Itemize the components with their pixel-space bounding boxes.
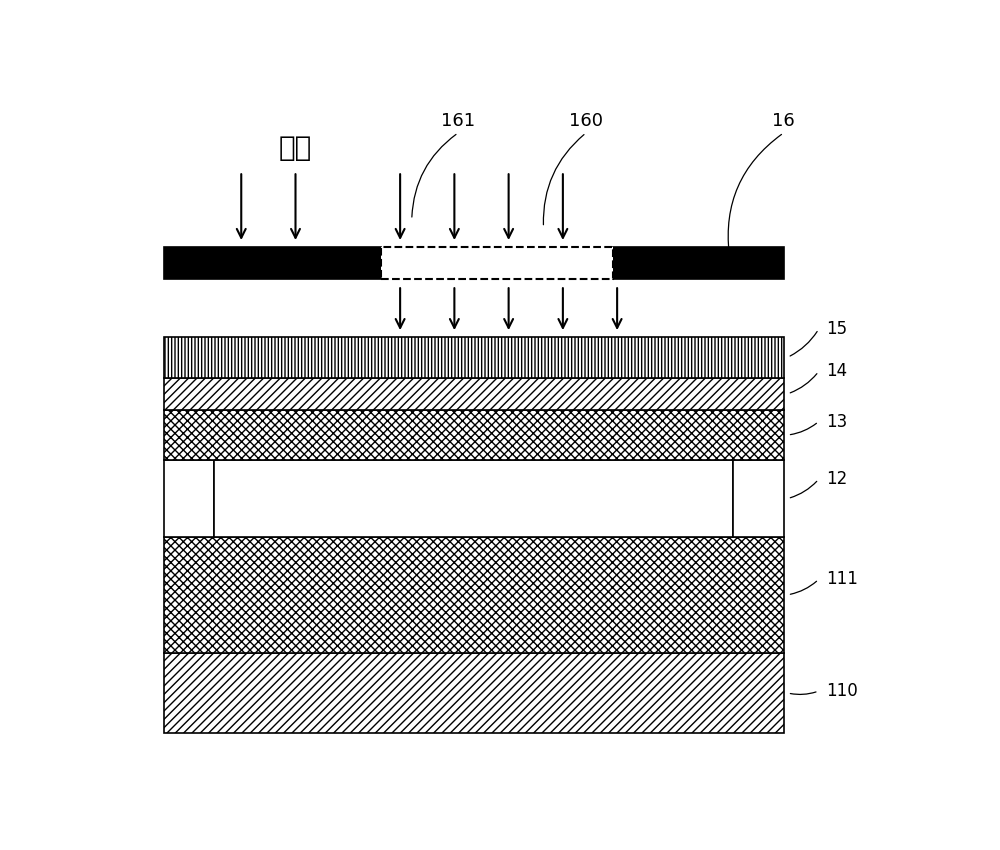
Bar [733, 460, 784, 537]
Bar [164, 460, 214, 537]
Text: 160: 160 [569, 112, 603, 130]
Bar [164, 410, 784, 460]
Bar [613, 246, 784, 279]
Text: 13: 13 [826, 412, 848, 431]
Text: 110: 110 [826, 682, 858, 700]
Text: 111: 111 [826, 570, 858, 588]
Bar [164, 537, 784, 653]
Bar [214, 460, 733, 537]
Bar [164, 377, 784, 410]
Text: 光照: 光照 [279, 134, 312, 162]
Text: 16: 16 [772, 112, 795, 130]
Bar [164, 653, 784, 734]
Bar [164, 337, 784, 377]
Bar [164, 246, 381, 279]
Bar [381, 246, 613, 279]
Text: 161: 161 [441, 112, 475, 130]
Text: 15: 15 [826, 320, 848, 338]
Text: 14: 14 [826, 362, 848, 381]
Text: 12: 12 [826, 470, 848, 488]
